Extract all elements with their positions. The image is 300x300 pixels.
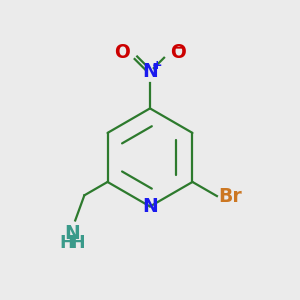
Text: +: + xyxy=(151,59,162,72)
Text: O: O xyxy=(170,43,186,62)
Text: −: − xyxy=(173,40,185,54)
Text: N: N xyxy=(142,62,158,81)
Text: N: N xyxy=(64,224,80,243)
Text: H: H xyxy=(60,234,74,252)
Text: Br: Br xyxy=(218,187,242,206)
Text: H: H xyxy=(71,234,86,252)
Text: O: O xyxy=(114,43,130,62)
Text: N: N xyxy=(142,197,158,216)
